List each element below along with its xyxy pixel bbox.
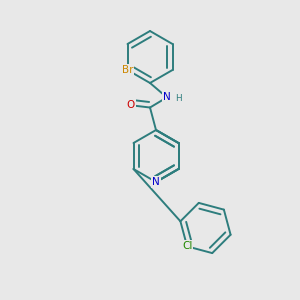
Text: N: N (152, 177, 160, 187)
Text: N: N (163, 92, 171, 102)
Text: H: H (175, 94, 181, 103)
Text: Br: Br (122, 65, 133, 75)
Text: O: O (127, 100, 135, 110)
Text: Cl: Cl (182, 242, 192, 251)
